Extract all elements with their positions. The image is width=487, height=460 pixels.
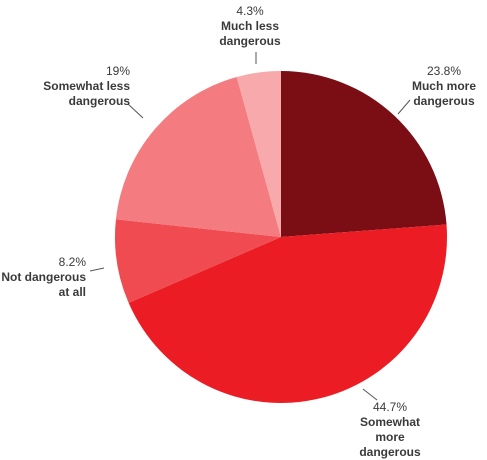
chart: 23.8% Much more dangerous 44.7% Somewhat mo… bbox=[0, 4, 487, 459]
slice-label: 23.8% Much more dangerous bbox=[400, 64, 487, 109]
pie-slice bbox=[115, 77, 281, 237]
slice-label: 44.7% Somewhat more dangerous bbox=[345, 400, 435, 460]
pie-slice bbox=[236, 71, 281, 237]
leader-line bbox=[89, 267, 105, 272]
value-label: 19% bbox=[105, 64, 130, 78]
category-label: Much less dangerous bbox=[219, 19, 281, 48]
category-label: Much more dangerous bbox=[411, 79, 476, 108]
leader-line bbox=[127, 103, 144, 119]
category-label: Not dangerous at all bbox=[1, 270, 86, 299]
slice-label: 4.3% Much less dangerous bbox=[200, 4, 300, 49]
pie-slice bbox=[281, 71, 447, 237]
category-label: Somewhat more dangerous bbox=[359, 415, 421, 459]
category-label: Somewhat less dangerous bbox=[43, 79, 130, 108]
pie-slice bbox=[128, 224, 448, 404]
value-label: 44.7% bbox=[372, 400, 408, 414]
pie-slice bbox=[115, 219, 281, 303]
slice-label: 8.2% Not dangerous at all bbox=[0, 255, 86, 300]
slice-label: 19% Somewhat less dangerous bbox=[20, 64, 130, 109]
leader-line bbox=[362, 388, 378, 401]
value-label: 8.2% bbox=[58, 255, 86, 269]
pie-area bbox=[89, 52, 448, 404]
value-label: 4.3% bbox=[236, 4, 264, 18]
leader-line bbox=[397, 99, 411, 115]
value-label: 23.8% bbox=[426, 64, 462, 78]
